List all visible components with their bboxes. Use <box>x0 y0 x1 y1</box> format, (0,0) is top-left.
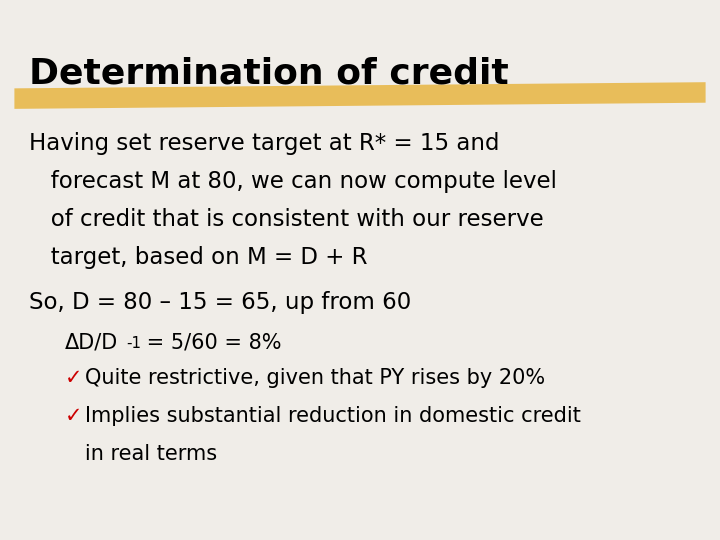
Text: Determination of credit: Determination of credit <box>29 57 508 91</box>
Text: So, D = 80 – 15 = 65, up from 60: So, D = 80 – 15 = 65, up from 60 <box>29 291 411 314</box>
Text: ΔD/D: ΔD/D <box>65 332 118 352</box>
Text: target, based on M = D + R: target, based on M = D + R <box>29 246 367 269</box>
Text: Implies substantial reduction in domestic credit: Implies substantial reduction in domesti… <box>85 406 581 426</box>
Polygon shape <box>14 82 706 109</box>
Text: Quite restrictive, given that PY rises by 20%: Quite restrictive, given that PY rises b… <box>85 368 545 388</box>
Text: ✓: ✓ <box>65 368 82 388</box>
Text: in real terms: in real terms <box>65 444 217 464</box>
Text: forecast M at 80, we can now compute level: forecast M at 80, we can now compute lev… <box>29 170 557 193</box>
Text: Having set reserve target at R* = 15 and: Having set reserve target at R* = 15 and <box>29 132 499 156</box>
Text: = 5/60 = 8%: = 5/60 = 8% <box>140 332 282 352</box>
Text: of credit that is consistent with our reserve: of credit that is consistent with our re… <box>29 208 544 231</box>
Text: ✓: ✓ <box>65 406 82 426</box>
Text: -1: -1 <box>126 336 141 352</box>
